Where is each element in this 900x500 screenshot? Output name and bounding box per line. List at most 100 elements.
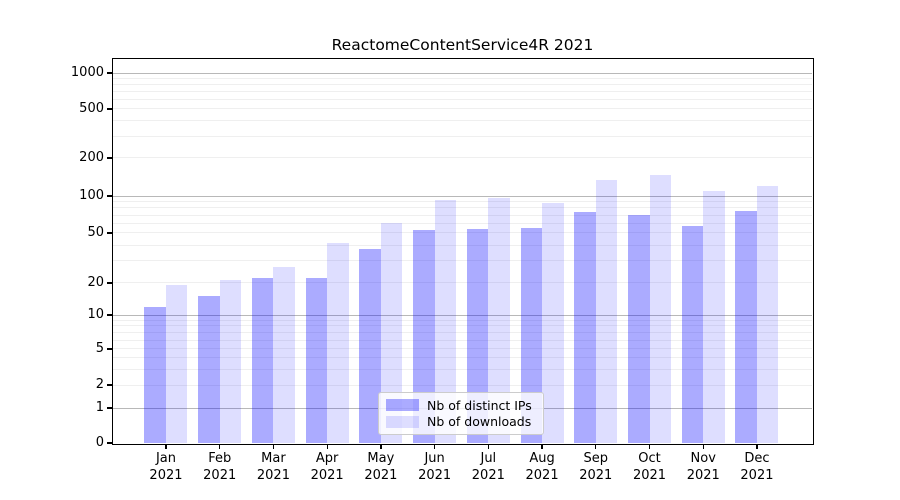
minor-gridline: [113, 325, 812, 327]
legend-entry-distinct-ips: Nb of distinct IPs: [386, 397, 535, 413]
minor-gridline: [113, 339, 812, 341]
x-tick-year: 2021: [256, 468, 290, 483]
bar-distinct-ips-may: [359, 249, 381, 443]
bar-downloads-feb: [219, 280, 242, 443]
x-tick-year: 2021: [471, 468, 505, 483]
x-tick-label: Jun 2021: [403, 450, 467, 484]
minor-gridline: [113, 368, 812, 370]
x-tick-mark: [648, 444, 651, 449]
x-tick-year: 2021: [632, 468, 667, 483]
y-tick-label: 1000: [70, 65, 104, 81]
y-tick-label: 50: [87, 224, 104, 240]
x-tick-label: Oct 2021: [618, 450, 682, 484]
x-tick-mark: [756, 444, 758, 449]
y-tick-mark: [107, 157, 112, 159]
x-tick-label: Aug 2021: [510, 450, 574, 484]
legend-label-downloads: Nb of downloads: [427, 414, 532, 430]
x-tick-mark: [433, 444, 436, 449]
minor-gridline: [113, 319, 812, 321]
x-tick-mark: [272, 444, 275, 449]
x-tick-year: 2021: [740, 468, 774, 483]
x-tick-year: 2021: [149, 468, 183, 483]
x-tick-mark: [165, 444, 167, 449]
x-tick-label: Sep 2021: [564, 450, 628, 484]
bar-downloads-jul: [488, 197, 510, 443]
plot-area: [113, 59, 812, 443]
bar-distinct-ips-oct: [628, 215, 650, 443]
y-tick-mark: [107, 407, 112, 409]
y-tick-mark: [107, 314, 112, 316]
x-tick-year: 2021: [525, 468, 559, 483]
minor-gridline: [113, 348, 812, 350]
minor-gridline: [113, 99, 812, 101]
bar-distinct-ips-jun: [413, 229, 435, 443]
minor-gridline: [113, 214, 812, 216]
x-tick-mark: [380, 444, 382, 449]
bar-downloads-nov: [703, 190, 725, 443]
x-tick-mark: [487, 444, 489, 449]
minor-gridline: [113, 108, 812, 110]
y-tick-mark: [107, 282, 112, 284]
bar-distinct-ips-apr: [305, 277, 328, 443]
bar-downloads-jan: [165, 285, 188, 443]
minor-gridline: [113, 201, 812, 203]
legend-label-distinct-ips: Nb of distinct IPs: [427, 397, 532, 413]
major-gridline: [113, 72, 812, 74]
minor-gridline: [113, 120, 812, 122]
bar-distinct-ips-jul: [466, 228, 489, 443]
minor-gridline: [113, 232, 812, 234]
legend-swatch-distinct-ips: [386, 399, 419, 412]
y-tick-mark: [107, 348, 112, 350]
x-tick-mark: [595, 444, 597, 449]
legend-swatch-downloads: [386, 415, 419, 428]
major-gridline: [113, 195, 812, 197]
minor-gridline: [113, 207, 812, 209]
x-tick-year: 2021: [418, 468, 452, 483]
bar-downloads-jun: [434, 199, 457, 443]
major-gridline: [113, 314, 812, 316]
y-tick-label: 5: [95, 340, 104, 356]
x-tick-year: 2021: [579, 468, 613, 483]
minor-gridline: [113, 157, 812, 159]
x-tick-mark: [702, 444, 704, 449]
minor-gridline: [113, 84, 812, 86]
bar-distinct-ips-feb: [198, 296, 220, 443]
minor-gridline: [113, 91, 812, 93]
minor-gridline: [113, 384, 812, 386]
minor-gridline: [113, 77, 812, 79]
legend-entry-downloads: Nb of downloads: [386, 414, 535, 430]
bar-downloads-may: [380, 223, 403, 443]
y-tick-mark: [107, 72, 112, 74]
x-tick-mark: [219, 444, 221, 449]
bar-downloads-sep: [595, 179, 618, 443]
y-tick-label: 0: [95, 435, 104, 450]
bar-distinct-ips-jan: [144, 306, 166, 443]
y-tick-label: 100: [79, 188, 104, 203]
y-tick-label: 1: [95, 400, 104, 416]
x-tick-mark: [326, 444, 328, 449]
chart-title: ReactomeContentService4R 2021: [331, 36, 594, 54]
bar-downloads-oct: [649, 174, 671, 443]
minor-gridline: [113, 282, 812, 284]
x-tick-year: 2021: [310, 468, 344, 483]
bar-distinct-ips-nov: [681, 226, 704, 443]
x-tick-year: 2021: [364, 468, 398, 483]
y-tick-label: 200: [79, 149, 104, 165]
minor-gridline: [113, 332, 812, 333]
bar-downloads-aug: [542, 202, 564, 443]
y-tick-mark: [107, 232, 112, 234]
x-tick-label: Dec 2021: [725, 450, 789, 484]
minor-gridline: [113, 135, 812, 137]
bar-distinct-ips-mar: [251, 277, 274, 443]
y-tick-mark: [107, 384, 112, 386]
x-tick-mark: [541, 444, 543, 449]
minor-gridline: [113, 260, 812, 262]
x-tick-label: Jan 2021: [134, 450, 198, 484]
x-tick-label: Mar 2021: [241, 450, 305, 484]
y-tick-mark: [107, 195, 112, 197]
bar-downloads-apr: [327, 242, 349, 443]
y-tick-label: 2: [95, 377, 104, 393]
minor-gridline: [113, 357, 812, 359]
grid-layer: [113, 59, 812, 443]
